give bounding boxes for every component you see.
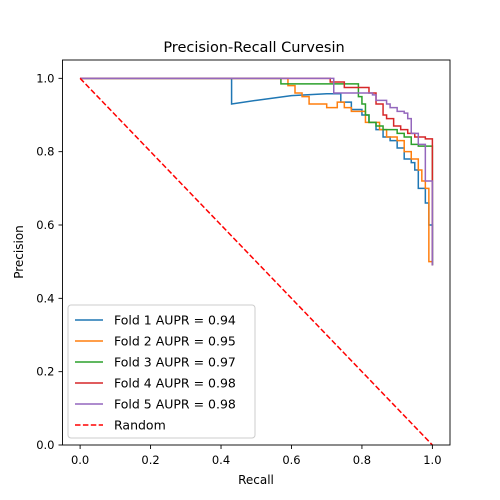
y-tick-label: 0.6 xyxy=(36,218,54,232)
y-tick-label: 0.2 xyxy=(36,365,54,379)
legend-entry-1: Fold 1 AUPR = 0.94 xyxy=(114,313,236,328)
plot-frame xyxy=(62,59,451,446)
x-tick-label: 0.4 xyxy=(212,453,230,467)
legend-entry-2: Fold 2 AUPR = 0.95 xyxy=(114,334,236,349)
x-tick-label: 1.0 xyxy=(423,453,441,467)
x-tick-label: 0.6 xyxy=(282,453,300,467)
legend: Fold 1 AUPR = 0.94 Fold 2 AUPR = 0.95 Fold… xyxy=(67,304,256,439)
series-line-5 xyxy=(80,77,434,266)
legend-entry-3: Fold 3 AUPR = 0.97 xyxy=(114,355,236,370)
x-tick-label: 0.0 xyxy=(71,453,89,467)
series-line-4 xyxy=(80,77,434,266)
series-line-6 xyxy=(79,77,433,446)
chart-title: Precision-Recall Curvesin xyxy=(163,40,344,56)
legend-entry-4: Fold 4 AUPR = 0.98 xyxy=(114,376,236,391)
x-tick-label: 0.8 xyxy=(353,453,371,467)
y-tick-label: 1.0 xyxy=(36,71,54,85)
x-axis: 0.0 0.2 0.4 0.6 0.8 1.0 xyxy=(71,445,442,467)
x-tick-label: 0.2 xyxy=(141,453,159,467)
y-tick-label: 0.0 xyxy=(36,438,54,452)
series-line-3 xyxy=(80,77,434,266)
legend-entry-5: Fold 5 AUPR = 0.98 xyxy=(114,397,236,412)
y-axis: 0.0 0.2 0.4 0.6 0.8 1.0 xyxy=(36,71,63,452)
series-layer xyxy=(79,77,434,446)
y-axis-label: Precision xyxy=(12,225,26,279)
legend-frame xyxy=(67,304,256,439)
x-axis-label: Recall xyxy=(238,473,274,487)
y-tick-label: 0.8 xyxy=(36,145,54,159)
y-tick-label: 0.4 xyxy=(36,291,54,305)
legend-entry-6: Random xyxy=(114,418,166,433)
